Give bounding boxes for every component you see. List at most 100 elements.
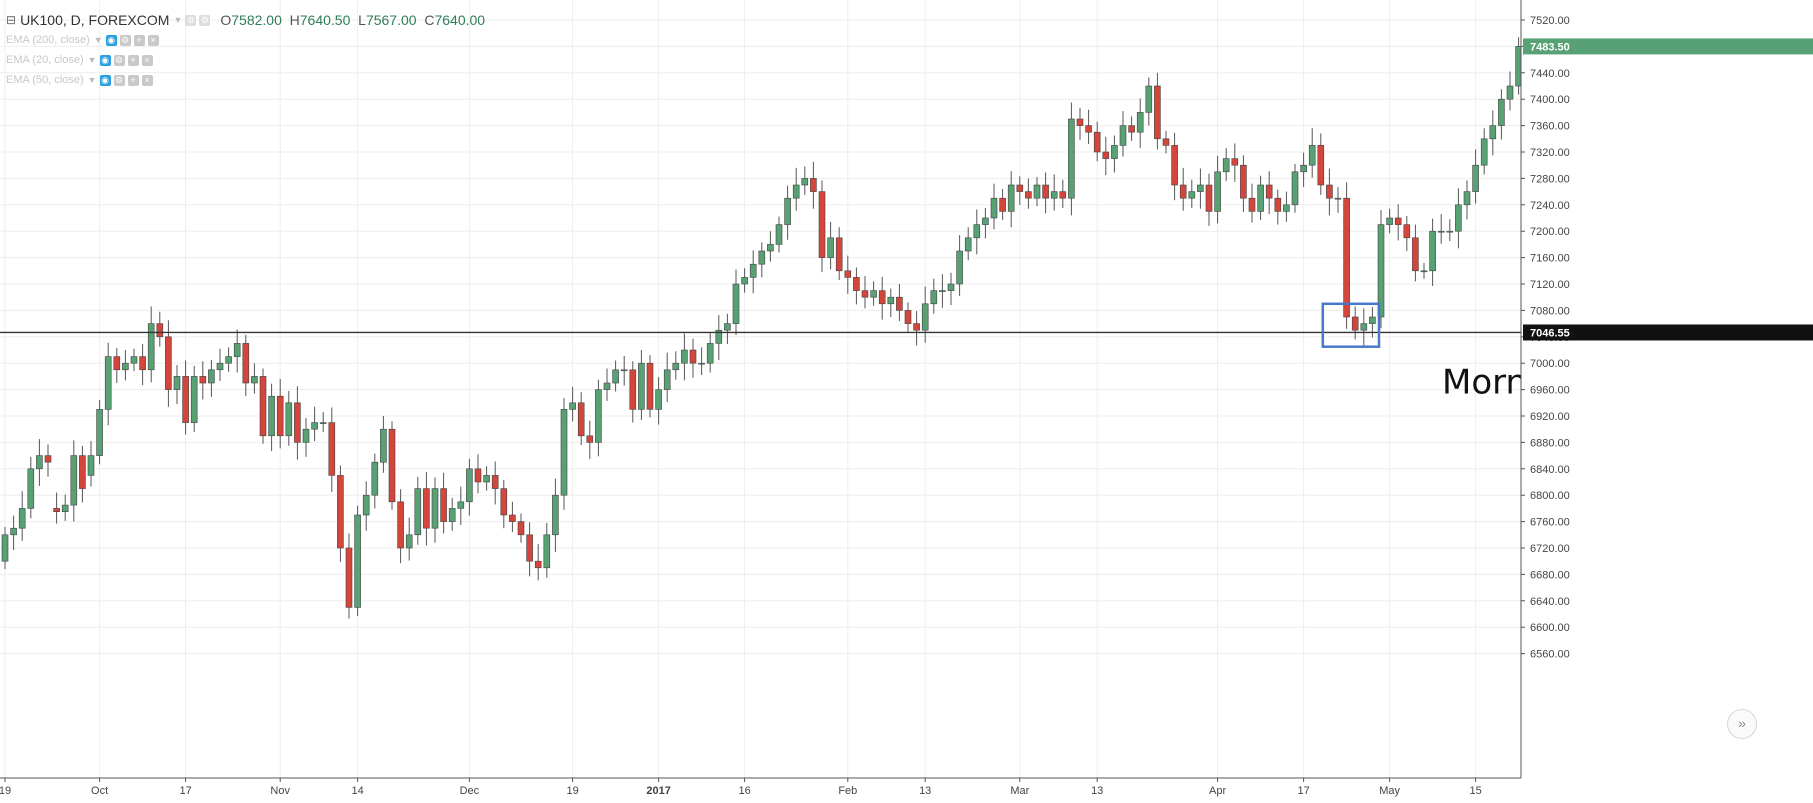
candle-body: [1240, 164, 1247, 199]
candle-body: [904, 310, 912, 324]
settings-icon[interactable]: ⚙: [185, 14, 197, 26]
chevron-down-icon[interactable]: ▼: [87, 55, 97, 65]
plus-icon[interactable]: +: [127, 74, 139, 86]
candle-body: [999, 197, 1006, 212]
candle-body: [130, 356, 138, 364]
chevron-down-icon[interactable]: ▼: [173, 15, 183, 25]
candle-body: [1326, 184, 1333, 199]
candle-body: [973, 224, 981, 239]
close-icon[interactable]: ×: [147, 34, 159, 46]
candle-body: [1222, 158, 1230, 173]
candle-body: [543, 534, 551, 569]
close-icon[interactable]: ×: [141, 74, 153, 86]
candle-body: [1136, 112, 1144, 133]
candle-body: [896, 296, 903, 311]
candle-body: [233, 343, 241, 357]
candle-body: [698, 362, 705, 365]
candle-body: [216, 362, 224, 371]
candle-body: [1283, 204, 1290, 212]
candle-body: [79, 455, 86, 489]
candle-body: [749, 263, 757, 278]
settings-icon[interactable]: ⚙: [113, 54, 125, 66]
candle-body: [1308, 145, 1316, 166]
candle-body: [939, 290, 946, 292]
level-price-label: 7046.55: [1530, 327, 1570, 339]
candle-body: [732, 283, 740, 324]
candle-body: [1317, 145, 1325, 186]
plus-icon[interactable]: +: [127, 54, 139, 66]
candle-body: [294, 402, 301, 443]
price-axis: 6560.00 6600.00 6640.00 6680.00 6720.00 6760.…: [1520, 0, 1813, 803]
candle-body: [423, 488, 430, 529]
candle-body: [1111, 145, 1118, 159]
price-tick-label: 7320.00: [1530, 147, 1570, 159]
price-tick-label: 6560.00: [1530, 649, 1570, 661]
candle-body: [577, 402, 585, 437]
candle-body: [870, 290, 877, 298]
price-tick-label: 6840.00: [1530, 464, 1570, 476]
close-value: 7640.00: [434, 12, 486, 28]
candle-body: [483, 475, 490, 483]
candle-body: [397, 501, 404, 549]
collapse-icon[interactable]: ⊟: [6, 13, 17, 27]
price-tick-label: 6680.00: [1530, 569, 1570, 581]
candle-body: [242, 343, 250, 384]
settings-icon[interactable]: ⚙: [113, 74, 125, 86]
candle-body: [466, 468, 473, 503]
candle-body: [1463, 191, 1471, 206]
candlestick-series: [1, 37, 1522, 619]
candle-body: [319, 422, 327, 424]
last-price-label: 7483.50: [1530, 41, 1570, 53]
candle-body: [362, 494, 370, 516]
candle-body: [1171, 145, 1178, 186]
candle-body: [1489, 125, 1497, 140]
chevron-down-icon[interactable]: ▼: [93, 35, 103, 45]
price-tick-label: 6800.00: [1530, 490, 1570, 502]
candle-body: [139, 356, 146, 371]
candle-body: [818, 191, 826, 258]
time-tick-label: 19: [566, 785, 578, 797]
candle-body: [440, 488, 447, 522]
candle-body: [61, 504, 69, 513]
time-tick-label: Dec: [460, 785, 480, 797]
settings-icon[interactable]: ⚙: [199, 14, 211, 26]
price-tick-label: 6600.00: [1530, 622, 1570, 634]
settings-icon[interactable]: ⚙: [119, 34, 131, 46]
candle-body: [844, 270, 852, 278]
eye-icon[interactable]: ◉: [105, 34, 117, 46]
candle-body: [96, 409, 103, 456]
candle-body: [1059, 191, 1067, 199]
eye-icon[interactable]: ◉: [99, 74, 111, 86]
candle-body: [1506, 85, 1514, 100]
candle-body: [1145, 85, 1153, 113]
plus-icon[interactable]: +: [133, 34, 145, 46]
time-tick-label: 14: [351, 785, 363, 797]
candle-body: [1360, 323, 1368, 331]
candle-body: [878, 290, 886, 305]
candle-body: [1102, 151, 1110, 159]
candle-body: [190, 376, 198, 423]
scroll-to-realtime-button[interactable]: »: [1727, 709, 1757, 739]
candle-body: [1334, 197, 1342, 200]
candle-body: [1188, 191, 1196, 199]
eye-icon[interactable]: ◉: [99, 54, 111, 66]
candle-body: [1214, 171, 1221, 212]
candle-body: [328, 422, 336, 476]
candle-body: [758, 250, 766, 265]
candle-body: [827, 237, 834, 258]
chevron-down-icon[interactable]: ▼: [87, 75, 97, 85]
candle-body: [500, 488, 508, 516]
candle-body: [603, 382, 611, 390]
candle-body: [1480, 138, 1488, 166]
level-price-tag: [1523, 324, 1813, 341]
indicator-label: EMA (20, close): [6, 54, 84, 66]
open-value: 7582.00: [231, 12, 282, 28]
candle-body: [1007, 184, 1015, 212]
candle-body: [1093, 131, 1101, 153]
price-tick-label: 6640.00: [1530, 596, 1570, 608]
candle-body: [1025, 191, 1032, 199]
candle-body: [1085, 125, 1092, 133]
candle-body: [1403, 224, 1411, 239]
close-icon[interactable]: ×: [141, 54, 153, 66]
